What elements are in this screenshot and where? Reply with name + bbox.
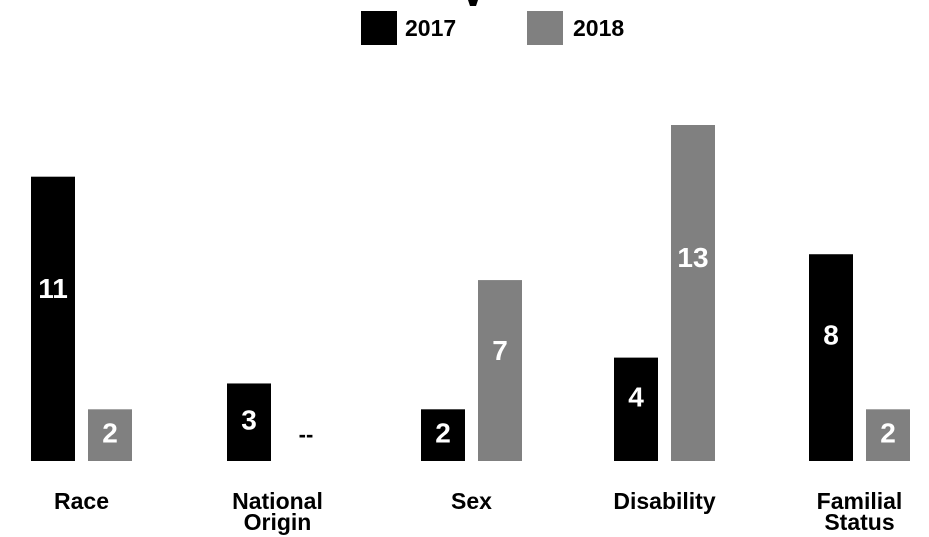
category-label-4-line0: Familial: [817, 488, 903, 514]
category-label-1-line1: Origin: [244, 509, 312, 535]
data-label-2018-1: --: [299, 422, 314, 447]
bar-2017-4: [809, 254, 853, 461]
bar-2017-2: [421, 409, 465, 461]
data-label-2017-0: 11: [38, 273, 68, 304]
cropped-title-fragment: [468, 0, 478, 6]
bar-2018-2: [478, 280, 522, 461]
bar-2017-1: [227, 383, 271, 461]
data-label-2018-4: 2: [880, 418, 896, 449]
data-label-2018-0: 2: [102, 418, 118, 449]
category-label-0: Race: [54, 488, 109, 514]
legend-swatch-2017: [361, 11, 397, 45]
legend-label-2017: 2017: [405, 15, 456, 41]
bars: 11 2 3 -- 2 7 4 13 8 2: [31, 125, 910, 461]
data-label-2017-2: 2: [435, 418, 451, 449]
bar-2018-3: [671, 125, 715, 461]
data-label-2017-3: 4: [628, 381, 644, 412]
category-label-3: Disability: [613, 488, 715, 514]
legend-swatch-2018: [527, 11, 563, 45]
bar-2017-0: [31, 176, 75, 461]
bar-2018-4: [866, 409, 910, 461]
bar-2017-3: [614, 357, 658, 461]
data-label-2018-2: 7: [492, 335, 508, 366]
category-label-1-line0: National: [232, 488, 323, 514]
data-label-2017-1: 3: [241, 405, 257, 436]
bar-2018-0: [88, 409, 132, 461]
category-label-4-line1: Status: [824, 509, 894, 535]
category-label-2: Sex: [451, 488, 492, 514]
legend-label-2018: 2018: [573, 15, 624, 41]
data-label-2018-3: 13: [677, 242, 708, 273]
legend: 2017 2018: [361, 11, 624, 45]
data-label-2017-4: 8: [823, 319, 839, 350]
